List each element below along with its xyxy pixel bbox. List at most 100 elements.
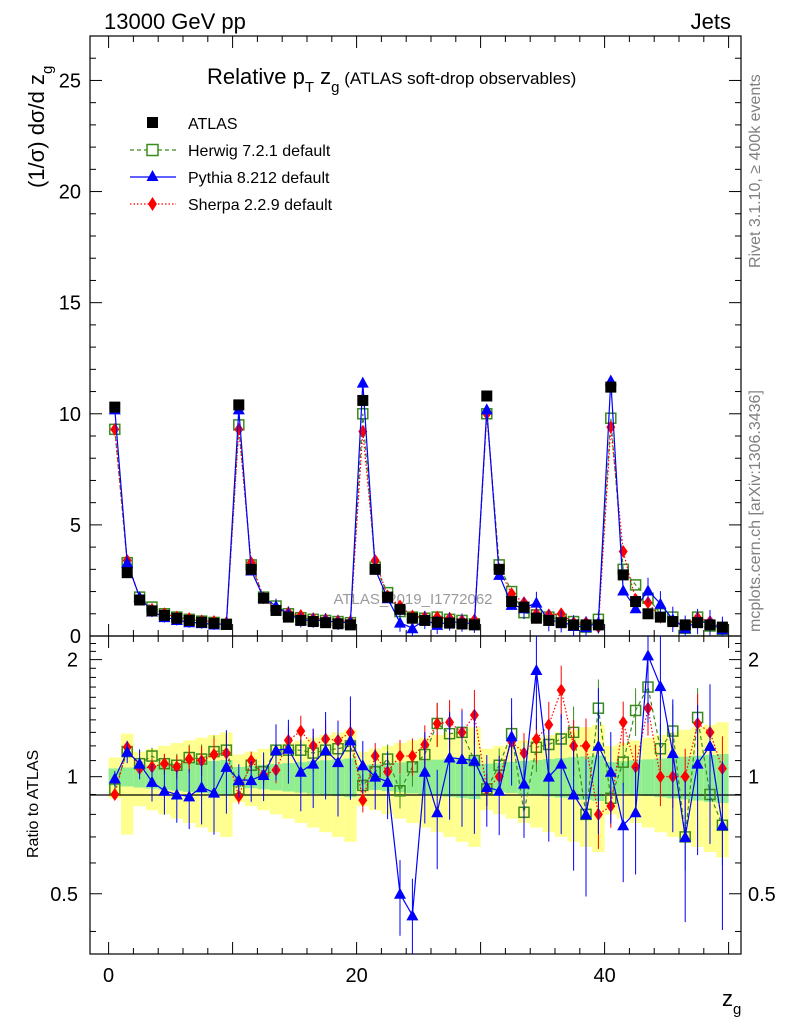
ratio-point-pythia xyxy=(567,788,580,800)
ratio-point-sherpa xyxy=(432,717,442,731)
x-tick-label: 0 xyxy=(103,965,114,987)
ratio-point-pythia xyxy=(406,909,419,921)
point-atlas xyxy=(580,619,592,631)
y-tick-label: 25 xyxy=(59,70,81,92)
ratio-point-pythia xyxy=(592,739,605,751)
x-axis-label: zg xyxy=(722,986,741,1018)
ratio-point-pythia xyxy=(580,808,592,820)
ratio-point-pythia xyxy=(604,765,617,777)
point-atlas xyxy=(704,619,716,631)
ratio-point-pythia xyxy=(183,790,196,802)
point-atlas xyxy=(394,603,406,615)
ratio-point-pythia xyxy=(542,770,555,782)
ratio-point-pythia xyxy=(617,819,630,831)
point-pythia xyxy=(406,622,419,634)
point-atlas xyxy=(692,617,704,629)
point-atlas xyxy=(431,616,443,628)
point-atlas xyxy=(307,616,319,628)
ratio-point-pythia xyxy=(232,774,245,786)
x-tick-label: 40 xyxy=(593,965,615,987)
ratio-band-inner xyxy=(641,759,655,796)
ratio-point-pythia xyxy=(679,830,692,842)
point-herwig xyxy=(357,408,369,420)
ratio-point-pythia xyxy=(456,753,468,765)
ratio-point-sherpa xyxy=(296,724,306,738)
ratio-point-pythia xyxy=(332,756,344,768)
ratio-point-pythia xyxy=(108,772,121,784)
watermark: ATLAS_2019_I1772062 xyxy=(333,591,492,608)
legend: ATLAS Herwig 7.2.1 default Pythia 8.212 … xyxy=(130,116,333,214)
point-pythia xyxy=(121,556,134,568)
point-atlas xyxy=(456,618,468,630)
point-atlas xyxy=(282,611,294,623)
point-atlas xyxy=(134,594,146,606)
point-atlas xyxy=(245,563,257,575)
point-pythia xyxy=(530,596,543,608)
ratio-point-pythia xyxy=(170,788,183,800)
ratio-point-sherpa xyxy=(172,760,182,774)
header-right: Jets xyxy=(691,9,731,34)
y-tick-label: 5 xyxy=(70,515,81,537)
point-atlas xyxy=(667,616,679,628)
point-pythia xyxy=(394,616,406,628)
ratio-point-pythia xyxy=(716,819,729,831)
legend-marker-herwig xyxy=(146,143,159,157)
header-left: 13000 GeV pp xyxy=(104,9,246,34)
ratio-point-sherpa xyxy=(655,770,665,784)
y-tick-label: 20 xyxy=(59,182,81,204)
ratio-point-pythia xyxy=(530,664,543,676)
ratio-point-sherpa xyxy=(395,749,405,763)
ratio-y-axis-label: Ratio to ATLAS xyxy=(25,750,42,858)
ratio-tick-label-left: 0.5 xyxy=(50,884,78,906)
axis-ticks: 0 20 40 0 5 10 15 20 25 0.5 0.5 1 1 2 2 xyxy=(50,35,776,987)
ratio-point-sherpa xyxy=(246,754,256,768)
y-tick-label: 10 xyxy=(59,404,81,426)
upper-series xyxy=(108,374,729,636)
point-herwig xyxy=(629,579,642,591)
point-atlas xyxy=(481,390,493,402)
ratio-line-pythia xyxy=(114,655,723,918)
line-sherpa xyxy=(114,413,723,628)
point-atlas xyxy=(382,591,394,603)
y-axis-label-main: (1/σ) dσ/d z xyxy=(24,74,49,188)
legend-label-sherpa: Sherpa 2.2.9 default xyxy=(188,197,333,214)
ratio-point-pythia xyxy=(654,680,667,692)
ratio-point-pythia xyxy=(158,784,171,796)
point-atlas xyxy=(406,612,418,624)
ratio-point-pythia xyxy=(245,774,258,786)
ratio-point-sherpa xyxy=(581,739,591,753)
point-atlas xyxy=(171,612,183,624)
point-pythia xyxy=(642,584,654,596)
ratio-point-pythia xyxy=(443,751,456,763)
ratio-point-pythia xyxy=(319,744,332,756)
title-sub-g: g xyxy=(331,79,339,96)
ratio-point-sherpa xyxy=(184,752,194,766)
point-pythia xyxy=(356,376,369,388)
point-atlas xyxy=(146,605,158,617)
point-atlas xyxy=(270,604,282,616)
ratio-point-pythia xyxy=(344,734,357,746)
point-atlas xyxy=(518,601,530,613)
legend-label-herwig: Herwig 7.2.1 default xyxy=(188,143,331,160)
point-atlas xyxy=(183,614,195,626)
point-atlas xyxy=(208,617,220,629)
legend-entry-herwig: Herwig 7.2.1 default xyxy=(130,143,331,160)
ratio-point-pythia xyxy=(294,765,307,777)
point-atlas xyxy=(605,381,617,393)
point-atlas xyxy=(109,401,121,413)
ratio-point-pythia xyxy=(555,757,568,769)
ratio-point-sherpa xyxy=(159,757,169,771)
point-atlas xyxy=(716,621,728,633)
point-atlas xyxy=(196,616,208,628)
point-atlas xyxy=(630,596,642,608)
ratio-point-pythia xyxy=(369,770,382,782)
rivet-label: Rivet 3.1.10, ≥ 400k events xyxy=(747,74,764,268)
ratio-band-inner xyxy=(121,767,134,787)
y-axis-label-sub: g xyxy=(39,66,56,74)
point-atlas xyxy=(530,612,542,624)
ratio-point-sherpa xyxy=(556,683,566,697)
ratio-tick-label-left: 2 xyxy=(67,650,78,672)
title-main: Relative p xyxy=(207,64,305,89)
point-atlas xyxy=(344,619,356,631)
ratio-point-pythia xyxy=(220,760,233,772)
